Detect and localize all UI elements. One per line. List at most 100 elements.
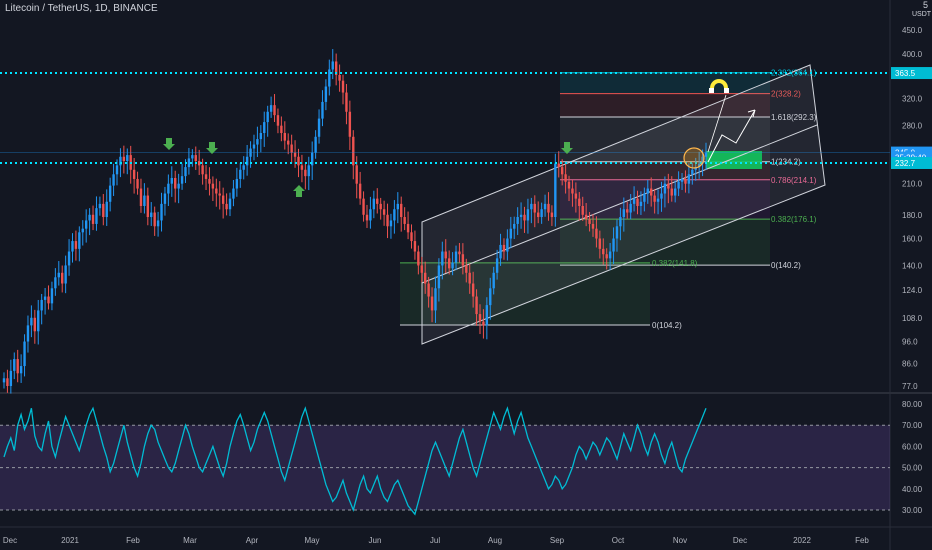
candle-body (602, 248, 605, 255)
candle-body (126, 155, 129, 162)
fib-level-label: 0.382(141.8) (652, 259, 698, 268)
candle-body (136, 178, 139, 189)
candle-body (697, 163, 701, 168)
candle-body (550, 212, 554, 218)
fib-zone (560, 93, 770, 118)
candle-body (163, 193, 167, 204)
candle-body (54, 277, 57, 289)
price-axis[interactable]: 450.0400.0360.0320.0280.0240.0210.0180.0… (891, 26, 932, 391)
horizontal-levels[interactable] (0, 72, 890, 164)
candle-body (95, 208, 98, 224)
time-tick-label: Apr (246, 536, 259, 545)
fib-level-label: 2.382(364.1) (771, 69, 817, 78)
fib-zone (560, 72, 770, 94)
fib-level-label: 0(140.2) (771, 261, 801, 270)
candle-body (6, 378, 9, 386)
price-tick-label: 400.0 (902, 50, 923, 59)
candle-body (263, 122, 266, 134)
candle-body (287, 140, 290, 145)
price-badge (891, 156, 932, 169)
target-line (707, 94, 727, 153)
candlestick-series[interactable] (2, 49, 708, 394)
candle-body (564, 174, 567, 182)
candle-body (530, 203, 533, 210)
candle-body (622, 209, 626, 218)
candle-body (523, 214, 526, 221)
candle-body (16, 359, 19, 374)
candle-body (290, 144, 293, 153)
time-tick-label: Sep (550, 536, 565, 545)
candle-body (362, 198, 365, 215)
candle-body (78, 232, 81, 249)
candle-body (632, 198, 636, 204)
candle-body (608, 251, 612, 259)
candle-body (71, 241, 74, 252)
candle-body (509, 228, 513, 239)
candle-body (382, 209, 386, 215)
candle-body (701, 156, 704, 164)
fib-level-label: 0.786(214.1) (771, 176, 817, 185)
candle-body (403, 217, 406, 224)
candle-body (293, 152, 297, 157)
candle-body (13, 359, 16, 371)
arrow-down-icon (561, 142, 573, 154)
candle-body (379, 203, 382, 210)
time-tick-label: 2022 (793, 536, 811, 545)
magnet-icon (710, 79, 728, 88)
rsi-tick-label: 60.00 (902, 442, 923, 451)
candle-body (376, 198, 379, 204)
time-tick-label: Dec (3, 536, 17, 545)
candle-body (256, 139, 259, 145)
annotations (163, 79, 756, 197)
candle-body (304, 169, 307, 177)
candle-body (30, 317, 33, 326)
time-tick-label: Oct (612, 536, 625, 545)
time-tick-label: 2021 (61, 536, 79, 545)
price-tick-label: 77.0 (902, 382, 918, 391)
chart-title: Litecoin / TetherUS, 1D, BINANCE (5, 3, 158, 14)
candle-body (139, 188, 143, 207)
candle-body (23, 341, 26, 367)
candle-body (626, 209, 629, 213)
price-tick-label: 96.0 (902, 338, 918, 347)
candle-body (598, 238, 602, 249)
candle-body (406, 223, 410, 233)
time-tick-label: May (304, 536, 319, 545)
candle-body (228, 198, 232, 210)
candle-body (533, 203, 536, 213)
time-tick-label: Jun (369, 536, 382, 545)
candle-body (478, 314, 482, 322)
candle-body (180, 176, 184, 184)
rsi-pane[interactable]: 80.00 70.00 60.00 50.00 40.00 30.00 (0, 400, 923, 516)
candle-body (684, 178, 687, 184)
candle-body (324, 86, 328, 102)
candle-body (81, 228, 84, 233)
candle-body (57, 272, 60, 278)
candle-body (424, 272, 427, 284)
arrow-up-icon (293, 185, 305, 197)
price-badge-label: 363.5 (895, 69, 916, 78)
candle-body (554, 163, 557, 218)
candle-body (177, 183, 180, 189)
channel-midline (421, 124, 818, 284)
candle-body (122, 156, 126, 162)
candle-body (365, 214, 369, 221)
candle-body (276, 115, 280, 126)
candle-body (447, 258, 451, 269)
candle-body (19, 366, 23, 374)
candle-body (663, 183, 667, 194)
candle-body (537, 212, 540, 218)
candle-body (687, 174, 691, 184)
price-tick-label: 160.0 (902, 235, 923, 244)
candle-body (317, 118, 321, 137)
candle-body (115, 165, 119, 175)
candle-body (584, 214, 588, 220)
candle-body (454, 251, 458, 263)
candle-body (441, 251, 444, 266)
time-tick-label: Dec (733, 536, 747, 545)
candle-body (98, 203, 102, 209)
candle-body (673, 188, 677, 196)
time-axis[interactable]: Dec 2021 Feb Mar Apr May Jun Jul Aug Sep Oct Nov Dec… (3, 536, 870, 545)
candle-body (670, 188, 673, 196)
candle-body (430, 296, 434, 311)
